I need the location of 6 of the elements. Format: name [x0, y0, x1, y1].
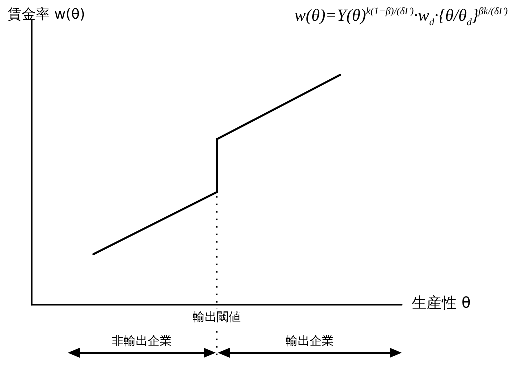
x-axis-title: 生産性 θ	[412, 294, 471, 313]
text: 非輸出企業	[112, 333, 172, 350]
text: 輸出企業	[286, 333, 334, 350]
text: 輸出閾値	[193, 309, 241, 326]
y-axis-title: 賃金率 w(θ)	[8, 6, 86, 24]
chart-title: w(θ)=Υ(θ)$^{k(1−β)/(δΓ)}$·w$_{d}$·{θ/θ$_{d}$}$^{βk/(δΓ)}$	[294, 6, 508, 28]
